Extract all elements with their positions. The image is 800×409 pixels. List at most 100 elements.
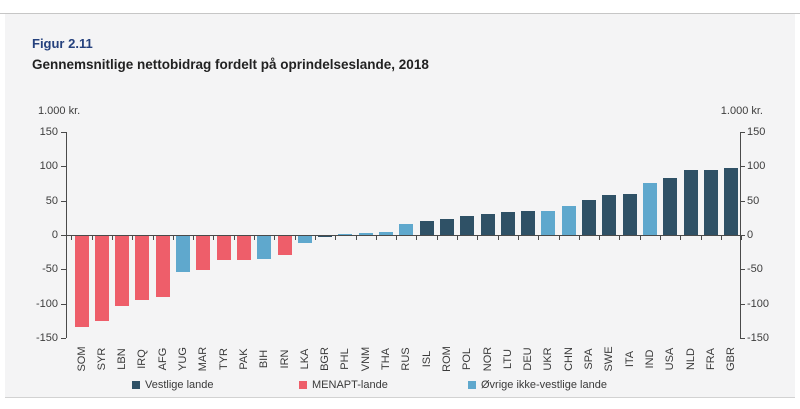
y-tick-left--150 — [61, 338, 66, 339]
y-label-left--150: -150 — [35, 332, 58, 344]
x-label-YUG: YUG — [177, 347, 189, 371]
x-label-GBR: GBR — [725, 347, 737, 371]
x-label-PAK: PAK — [238, 348, 250, 370]
x-tick-10 — [274, 236, 275, 240]
x-label-PHL: PHL — [339, 348, 351, 370]
y-label-right-100: 100 — [747, 160, 766, 172]
x-axis-zero-line — [66, 235, 740, 236]
x-tick-22 — [518, 236, 519, 240]
legend-item-vestlige: Vestlige lande — [132, 379, 214, 391]
x-label-POL: POL — [461, 347, 473, 371]
x-tick-20 — [477, 236, 478, 240]
x-tick-13 — [335, 236, 336, 240]
x-tick-23 — [538, 236, 539, 240]
y-tick-left--50 — [61, 269, 66, 270]
bar-BGR — [318, 236, 332, 237]
bar-LKA — [298, 236, 312, 243]
x-tick-24 — [559, 236, 560, 240]
bar-NLD — [684, 170, 698, 235]
bar-PHL — [338, 234, 352, 235]
top-divider — [0, 13, 800, 14]
x-tick-0 — [71, 236, 72, 240]
x-tick-2 — [112, 236, 113, 240]
x-label-IRN: IRN — [279, 349, 291, 369]
x-tick-4 — [153, 236, 154, 240]
bar-TYR — [217, 236, 231, 260]
legend-label-menapt: MENAPT-lande — [312, 379, 388, 391]
legend-item-menapt: MENAPT-lande — [299, 379, 388, 391]
bar-IRQ — [135, 236, 149, 300]
y-tick-right-150 — [740, 132, 745, 133]
y-label-left-0: 0 — [51, 229, 58, 241]
legend-label-vestlige: Vestlige lande — [145, 379, 214, 391]
x-tick-33 — [741, 236, 742, 240]
bar-POL — [460, 216, 474, 235]
bar-PAK — [237, 236, 251, 260]
x-label-SPA: SPA — [583, 348, 595, 370]
y-label-right--50: -50 — [747, 263, 763, 275]
x-tick-1 — [92, 236, 93, 240]
x-tick-15 — [376, 236, 377, 240]
y-label-right--150: -150 — [747, 332, 770, 344]
y-label-right-0: 0 — [747, 229, 754, 241]
x-label-USA: USA — [664, 347, 676, 371]
x-tick-16 — [396, 236, 397, 240]
x-tick-5 — [173, 236, 174, 240]
bar-IND — [643, 183, 657, 235]
x-tick-31 — [701, 236, 702, 240]
bar-DEU — [521, 211, 535, 235]
x-label-BIH: BIH — [258, 349, 270, 369]
x-tick-14 — [356, 236, 357, 240]
bar-SOM — [75, 236, 89, 327]
x-tick-21 — [498, 236, 499, 240]
x-label-LBN: LBN — [116, 348, 128, 370]
x-label-LKA: LKA — [299, 348, 311, 370]
y-tick-left-0 — [61, 235, 66, 236]
y-tick-right-50 — [740, 201, 745, 202]
bar-VNM — [359, 233, 373, 235]
bar-BIH — [257, 236, 271, 259]
x-label-AFG: AFG — [157, 347, 169, 371]
bar-AFG — [156, 236, 170, 297]
bar-SPA — [582, 200, 596, 235]
y-label-left--100: -100 — [35, 298, 58, 310]
y-label-left-100: 100 — [39, 160, 58, 172]
legend-swatch-vestlige — [132, 381, 140, 389]
x-label-MAR: MAR — [197, 346, 209, 372]
x-label-NLD: NLD — [685, 347, 697, 371]
x-label-TYR: TYR — [218, 348, 230, 370]
x-label-CHN: CHN — [563, 347, 575, 371]
x-label-FRA: FRA — [705, 348, 717, 370]
x-label-NOR: NOR — [482, 346, 494, 372]
x-tick-29 — [660, 236, 661, 240]
y-tick-left-50 — [61, 201, 66, 202]
legend-label-ovrige: Øvrige ikke-vestlige lande — [481, 379, 607, 391]
x-tick-17 — [416, 236, 417, 240]
x-label-BGR: BGR — [319, 347, 331, 371]
bar-FRA — [704, 170, 718, 235]
x-tick-32 — [721, 236, 722, 240]
x-tick-11 — [295, 236, 296, 240]
x-label-ROM: ROM — [441, 346, 453, 372]
bar-CHN — [562, 206, 576, 235]
x-label-SOM: SOM — [76, 346, 88, 372]
y-tick-right--50 — [740, 269, 745, 270]
x-tick-27 — [619, 236, 620, 240]
bar-ITA — [623, 194, 637, 235]
x-label-ITA: ITA — [624, 350, 636, 368]
x-tick-9 — [254, 236, 255, 240]
x-tick-3 — [132, 236, 133, 240]
figure-number: Figur 2.11 — [32, 36, 93, 51]
legend-swatch-menapt — [299, 381, 307, 389]
x-label-RUS: RUS — [400, 347, 412, 371]
y-label-right-150: 150 — [747, 126, 766, 138]
x-tick-25 — [579, 236, 580, 240]
x-label-IRQ: IRQ — [136, 349, 148, 369]
x-label-UKR: UKR — [542, 347, 554, 371]
bar-NOR — [481, 214, 495, 235]
y-tick-right-100 — [740, 166, 745, 167]
bar-SYR — [95, 236, 109, 321]
bar-IRN — [278, 236, 292, 255]
